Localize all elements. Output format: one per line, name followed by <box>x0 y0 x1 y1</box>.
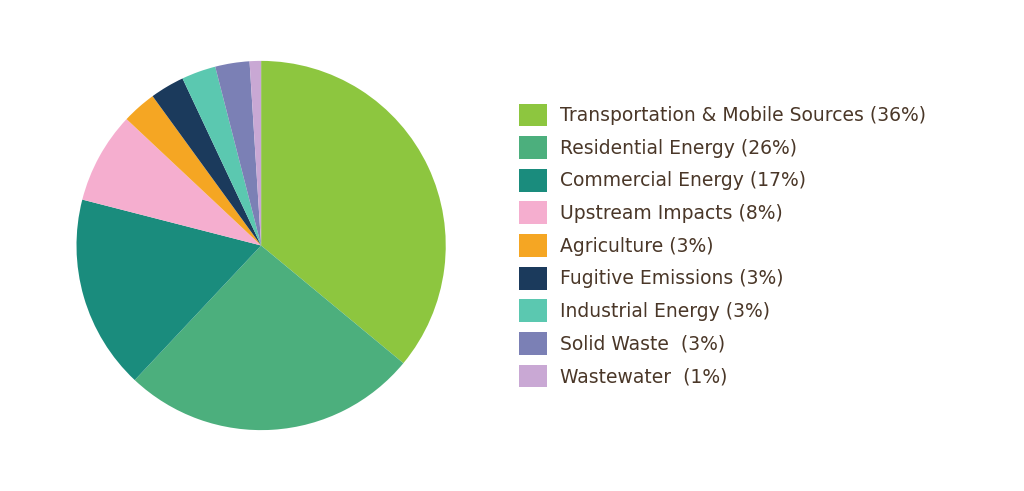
Wedge shape <box>215 61 261 246</box>
Wedge shape <box>82 119 261 246</box>
Wedge shape <box>250 61 261 246</box>
Wedge shape <box>127 96 261 246</box>
Wedge shape <box>77 199 261 380</box>
Wedge shape <box>182 67 261 246</box>
Wedge shape <box>153 79 261 246</box>
Legend: Transportation & Mobile Sources (36%), Residential Energy (26%), Commercial Ener: Transportation & Mobile Sources (36%), R… <box>511 96 934 395</box>
Wedge shape <box>135 246 403 430</box>
Wedge shape <box>261 61 445 363</box>
